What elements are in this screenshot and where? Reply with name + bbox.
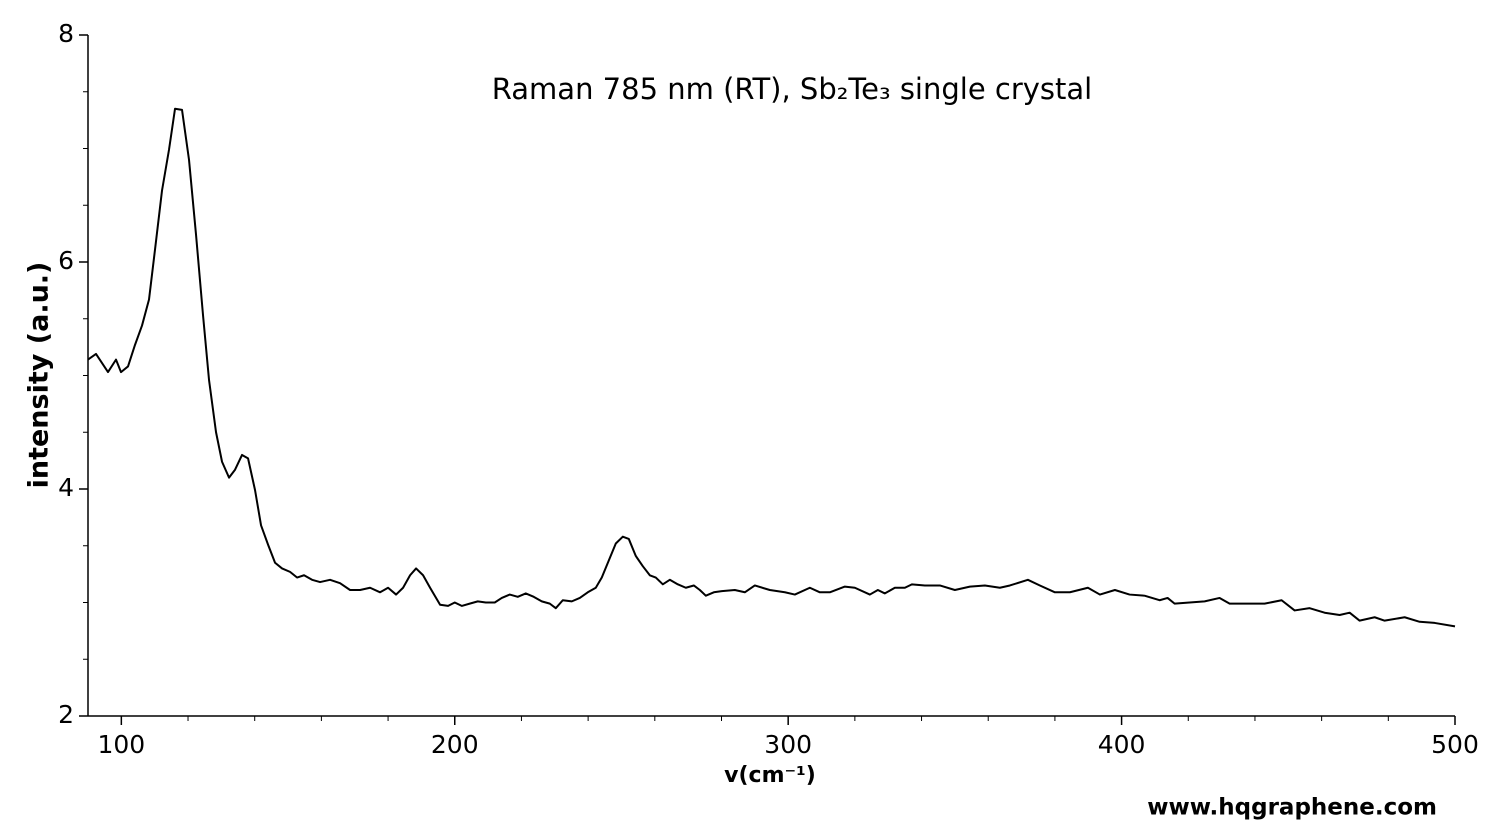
x-tick-label: 400 — [1098, 730, 1146, 759]
watermark: www.hqgraphene.com — [1147, 795, 1437, 821]
y-tick-label: 4 — [58, 473, 74, 502]
y-tick-label: 8 — [58, 19, 74, 48]
x-axis-label: v(cm⁻¹) — [724, 763, 816, 788]
y-tick-label: 2 — [58, 700, 74, 729]
data-line — [87, 107, 1456, 628]
chart-title: Raman 785 nm (RT), Sb₂Te₃ single crystal — [492, 72, 1092, 106]
y-axis-label: intensity (a.u.) — [24, 262, 55, 489]
y-tick-label: 6 — [58, 246, 74, 275]
x-tick-label: 200 — [431, 730, 479, 759]
x-tick-label: 300 — [764, 730, 812, 759]
x-tick-label: 500 — [1431, 730, 1479, 759]
x-tick-label: 100 — [97, 730, 145, 759]
